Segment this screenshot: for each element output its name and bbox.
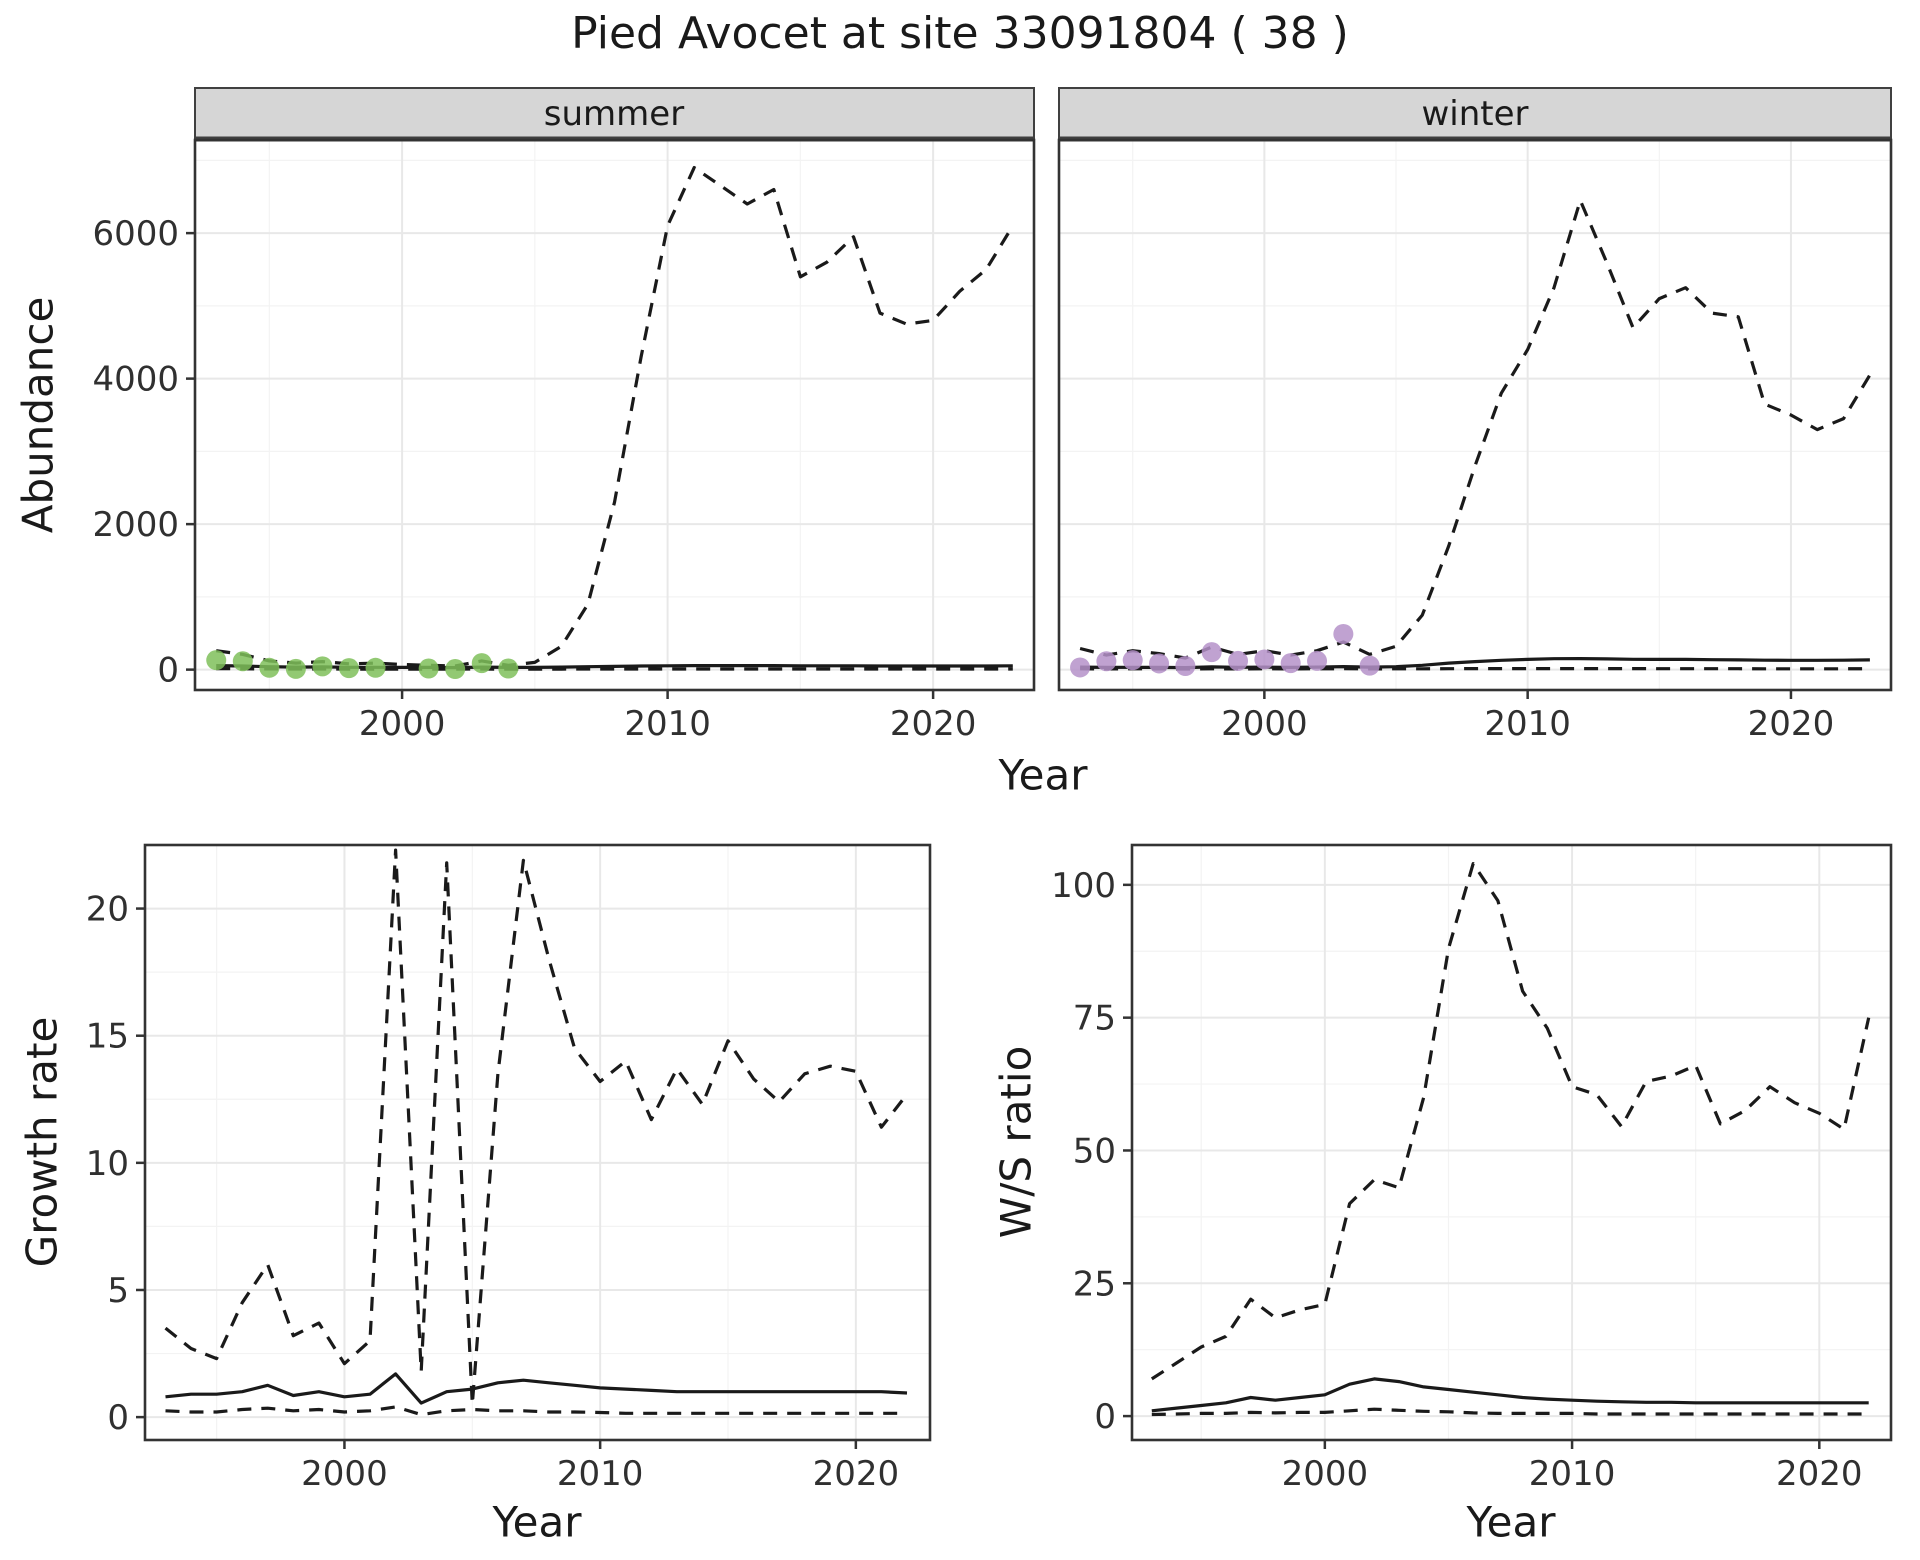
growth-rate-panel-bg (145, 845, 930, 1440)
x-tick-label: 2010 (1484, 704, 1571, 744)
abundance-winter-upper-ci-line (1079, 198, 1872, 660)
x-tick-label: 2000 (1221, 704, 1308, 744)
x-tick-label: 2020 (890, 704, 977, 744)
y-axis-label-ws-ratio: W/S ratio (991, 1045, 1041, 1239)
abundance-winter-facet-strip (1058, 87, 1892, 141)
abundance-summer-facet-strip (194, 87, 1035, 141)
x-tick-label: 2010 (557, 1454, 644, 1494)
abundance-summer-observed-point (338, 658, 359, 679)
abundance-winter-observed-point (1280, 653, 1301, 674)
ws-ratio-upper-ci-line (1150, 861, 1871, 1381)
y-axis-label-abundance: Abundance (13, 296, 63, 534)
abundance-winter-observed-point (1201, 642, 1222, 663)
abundance-summer-observed-point (445, 659, 466, 680)
abundance-summer-observed-point (471, 653, 492, 674)
abundance-summer-panel-bg (195, 140, 1034, 690)
y-tick-label: 25 (1073, 1264, 1116, 1304)
abundance-winter-observed-point (1175, 655, 1196, 676)
abundance-summer-observed-point (418, 658, 439, 679)
ws-ratio-panel-bg (1132, 845, 1891, 1440)
abundance-summer-observed-point (312, 656, 333, 677)
facet-strip-summer: summer (543, 94, 685, 134)
abundance-winter-observed-point (1149, 653, 1170, 674)
y-tick-label: 100 (1051, 866, 1116, 906)
y-tick-label: 20 (86, 890, 129, 930)
abundance-winter-observed-point (1333, 623, 1354, 644)
x-tick-label: 2020 (813, 1454, 900, 1494)
ws-ratio-panel-border (1130, 843, 1893, 1442)
abundance-summer-observed-point (365, 657, 386, 678)
y-tick-label: 6000 (92, 214, 179, 254)
abundance-winter-observed-point (1307, 650, 1328, 671)
x-tick-label: 2010 (1529, 1454, 1616, 1494)
x-tick-label: 2020 (1748, 704, 1835, 744)
y-axis-label-growth-rate: Growth rate (17, 1016, 67, 1268)
abundance-summer-panel-border (193, 138, 1036, 692)
y-tick-label: 5 (107, 1271, 129, 1311)
abundance-winter-median-line (1080, 656, 1870, 670)
x-axis-label-year-growth: Year (492, 1497, 582, 1547)
abundance-winter-panel-bg (1059, 140, 1891, 690)
growth-rate-median-line (165, 1372, 908, 1405)
y-tick-label: 0 (157, 651, 179, 691)
growth-rate-upper-ci-line (164, 848, 909, 1407)
ws-ratio-median-line (1151, 1377, 1869, 1413)
y-tick-label: 4000 (92, 360, 179, 400)
growth-rate-panel-border (143, 843, 932, 1442)
x-axis-label-year-top: Year (998, 750, 1088, 800)
abundance-summer-observed-point (206, 650, 227, 671)
abundance-winter-observed-point (1228, 650, 1249, 671)
x-tick-label: 2010 (624, 704, 711, 744)
y-tick-label: 50 (1073, 1131, 1116, 1171)
abundance-winter-observed-point (1359, 655, 1380, 676)
growth-rate-lower-ci-line (165, 1405, 907, 1417)
abundance-summer-observed-point (259, 657, 280, 678)
y-tick-label: 75 (1073, 999, 1116, 1039)
abundance-winter-observed-point (1122, 650, 1143, 671)
x-tick-label: 2000 (1282, 1454, 1369, 1494)
abundance-winter-panel-border (1057, 138, 1893, 692)
y-tick-label: 2000 (92, 505, 179, 545)
x-axis-label-year-ws: Year (1466, 1497, 1556, 1547)
abundance-summer-observed-point (498, 658, 519, 679)
abundance-summer-median-line (216, 663, 1013, 670)
abundance-winter-observed-point (1070, 657, 1091, 678)
y-tick-label: 15 (86, 1017, 129, 1057)
facet-strip-winter: winter (1421, 94, 1529, 134)
abundance-summer-observed-point (232, 651, 253, 672)
plot-title: Pied Avocet at site 33091804 ( 38 ) (571, 8, 1349, 59)
y-tick-label: 10 (86, 1144, 129, 1184)
x-tick-label: 2000 (359, 704, 446, 744)
abundance-winter-observed-point (1096, 651, 1117, 672)
abundance-summer-observed-point (285, 658, 306, 679)
y-tick-label: 0 (1094, 1397, 1116, 1437)
abundance-winter-observed-point (1254, 649, 1275, 670)
abundance-summer-upper-ci-line (215, 166, 1015, 668)
x-tick-label: 2020 (1776, 1454, 1863, 1494)
y-tick-label: 0 (107, 1398, 129, 1438)
x-tick-label: 2000 (301, 1454, 388, 1494)
